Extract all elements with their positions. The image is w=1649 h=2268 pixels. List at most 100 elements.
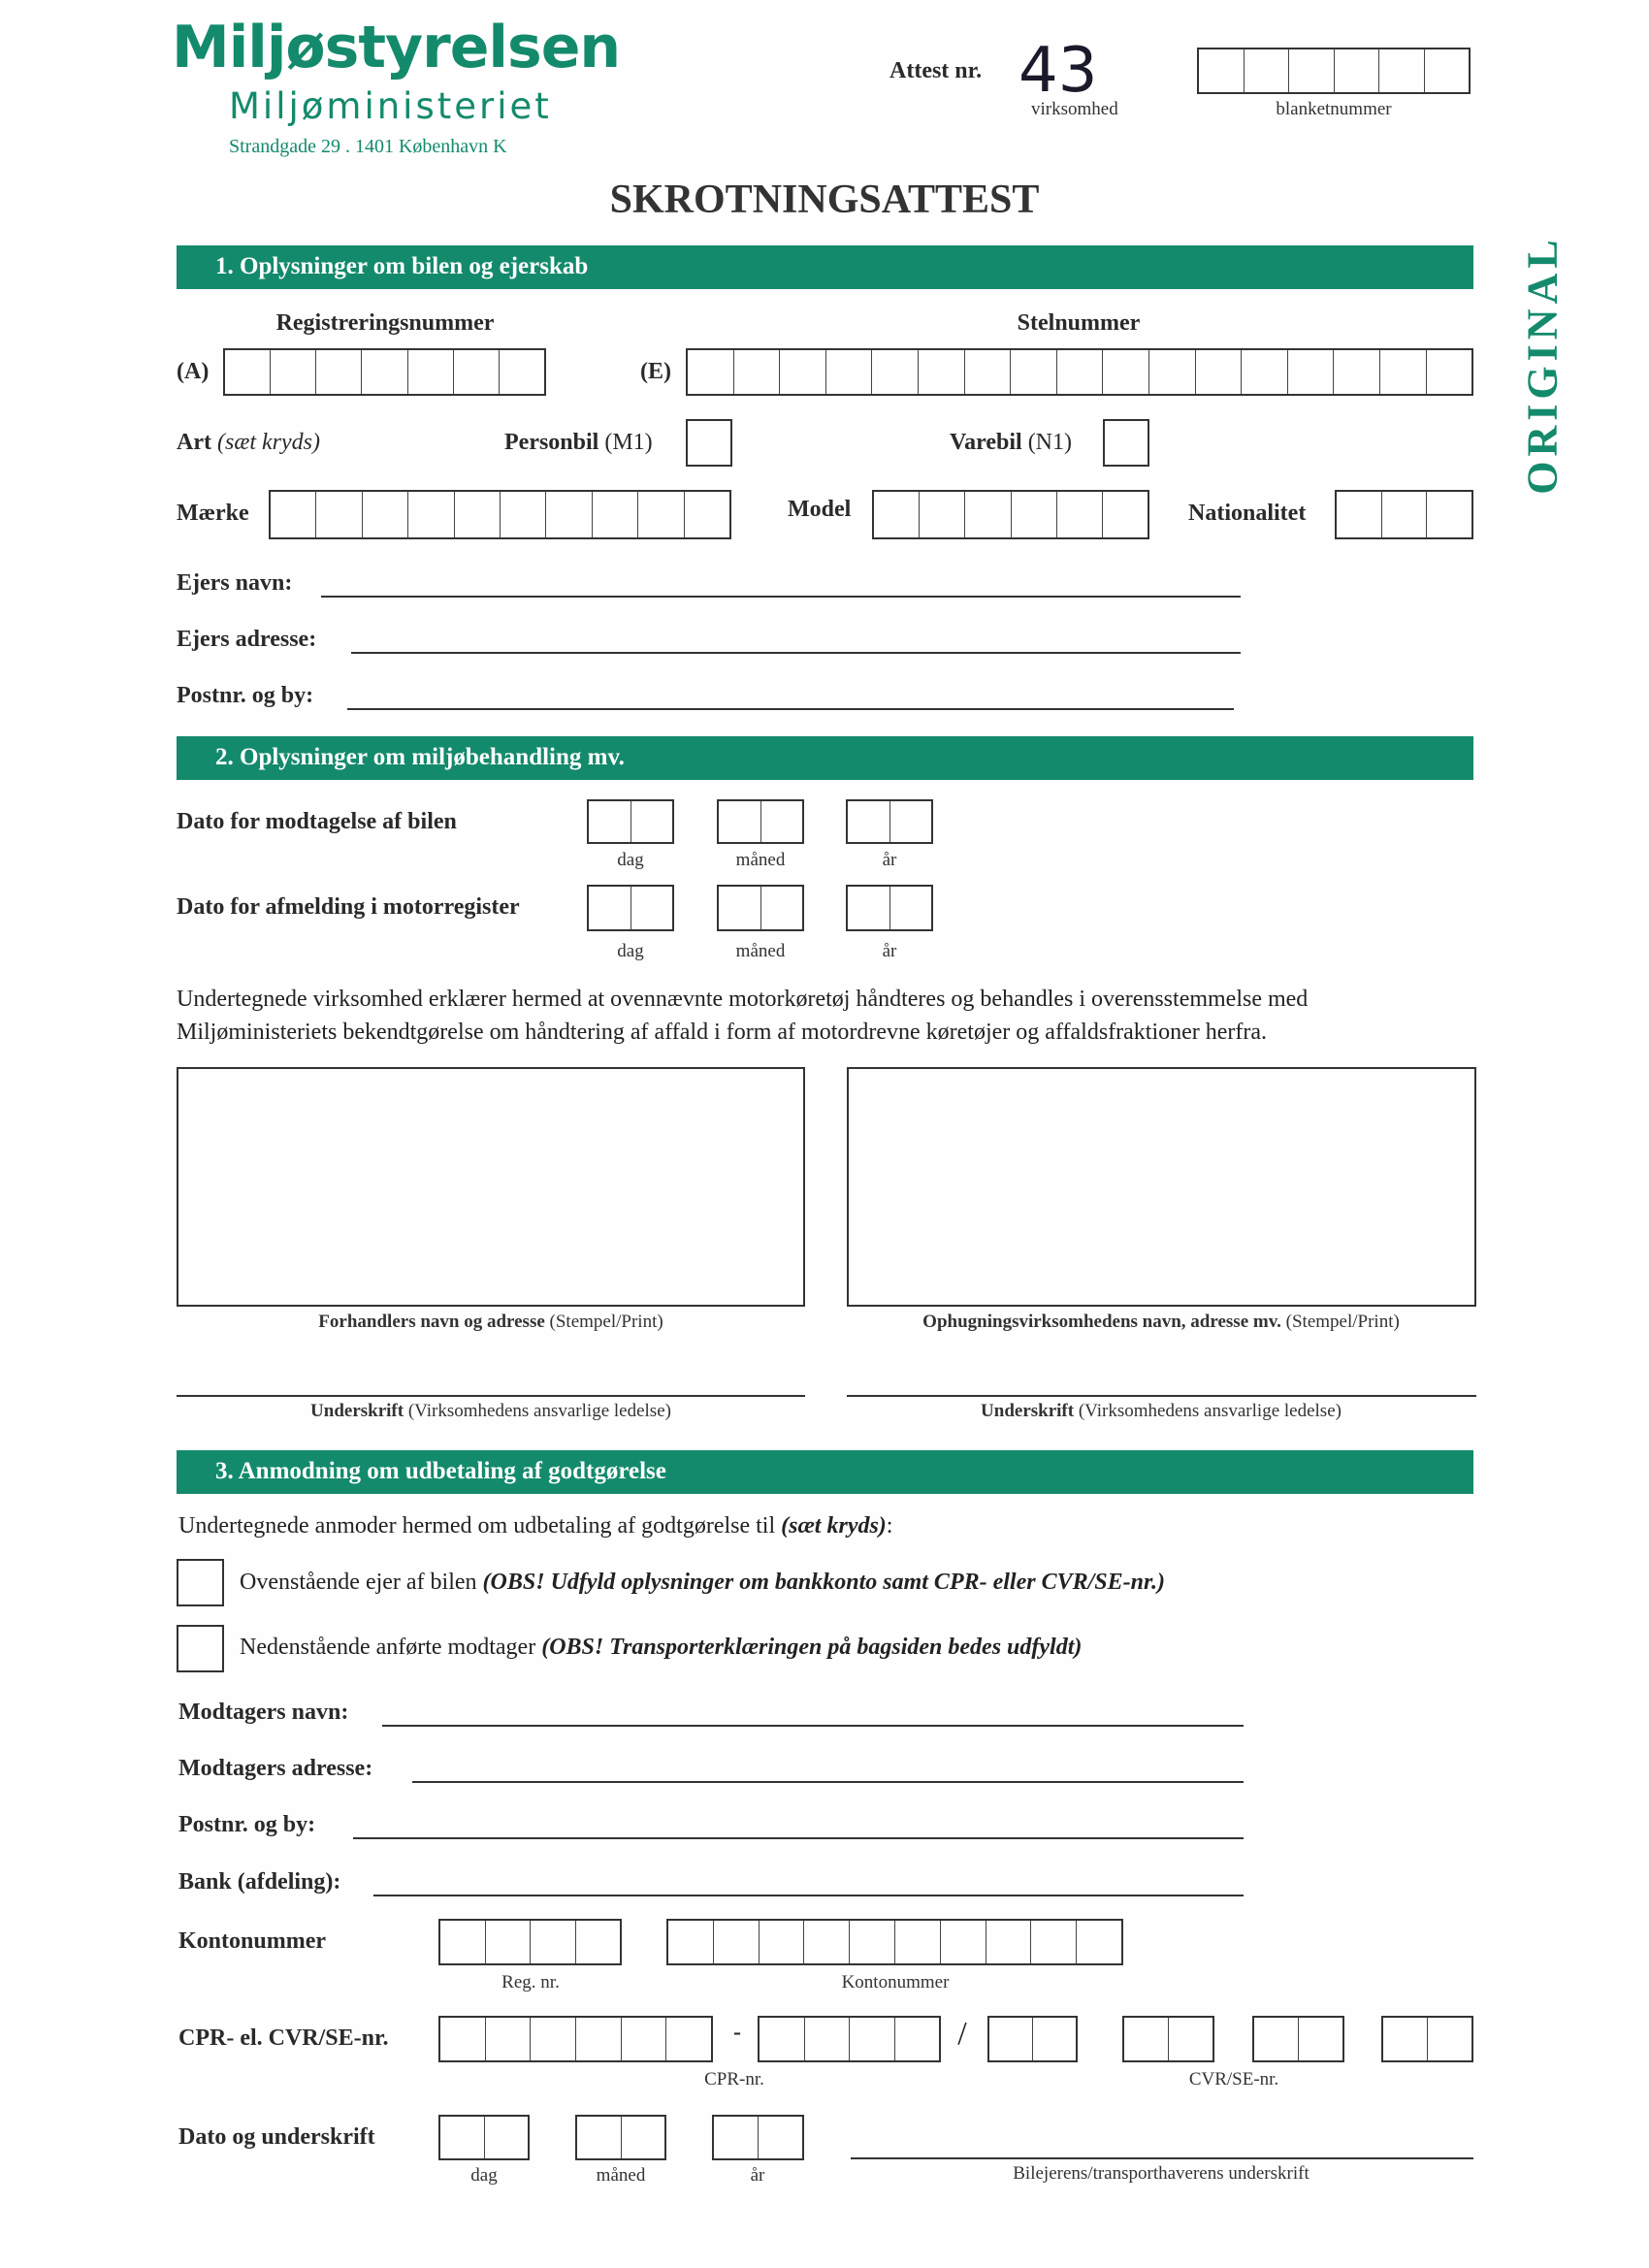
char-cell[interactable] [440,2018,486,2060]
char-cell[interactable] [1196,350,1243,394]
ejers-navn-field[interactable] [321,596,1241,598]
char-cell[interactable] [408,350,454,394]
modtagelse-maaned-boxes[interactable] [717,799,804,844]
char-cell[interactable] [1254,2018,1299,2060]
char-cell[interactable] [1245,49,1289,92]
char-cell[interactable] [1011,350,1057,394]
cpr-first-boxes[interactable] [438,2016,713,2062]
char-cell[interactable] [1033,2018,1076,2060]
char-cell[interactable] [486,1921,531,1963]
char-cell[interactable] [965,350,1012,394]
char-cell[interactable] [1149,350,1196,394]
char-cell[interactable] [850,2018,895,2060]
char-cell[interactable] [501,492,547,537]
char-cell[interactable] [1337,492,1382,537]
owner-payee-checkbox[interactable] [177,1559,224,1606]
char-cell[interactable] [1380,350,1427,394]
char-cell[interactable] [965,492,1012,537]
char-cell[interactable] [872,350,919,394]
modtagelse-aar-boxes[interactable] [846,799,933,844]
kontonummer-boxes[interactable] [666,1919,1123,1965]
afmelding-maaned-boxes[interactable] [717,885,804,931]
modtager-adresse-field[interactable] [412,1781,1244,1783]
sign-aar-boxes[interactable] [712,2115,804,2160]
char-cell[interactable] [589,801,631,842]
char-cell[interactable] [1379,49,1425,92]
ejers-postnr-field[interactable] [347,708,1234,710]
char-cell[interactable] [546,492,593,537]
char-cell[interactable] [1057,492,1103,537]
char-cell[interactable] [271,492,317,537]
char-cell[interactable] [593,492,639,537]
char-cell[interactable] [1382,492,1428,537]
char-cell[interactable] [989,2018,1033,2060]
char-cell[interactable] [890,801,932,842]
char-cell[interactable] [589,887,631,929]
char-cell[interactable] [688,350,734,394]
char-cell[interactable] [1334,350,1380,394]
char-cell[interactable] [986,1921,1032,1963]
char-cell[interactable] [225,350,272,394]
char-cell[interactable] [576,2018,622,2060]
char-cell[interactable] [631,801,673,842]
scrapper-stamp-box[interactable] [847,1067,1476,1307]
cvr-boxes-1[interactable] [987,2016,1078,2062]
char-cell[interactable] [1031,1921,1078,1963]
char-cell[interactable] [1288,350,1335,394]
char-cell[interactable] [363,492,409,537]
modtager-navn-field[interactable] [382,1725,1244,1727]
other-payee-checkbox[interactable] [177,1625,224,1672]
char-cell[interactable] [531,1921,576,1963]
char-cell[interactable] [760,2018,805,2060]
scrapper-signature-line[interactable] [847,1395,1476,1397]
char-cell[interactable] [780,350,826,394]
char-cell[interactable] [576,1921,621,1963]
char-cell[interactable] [622,2117,665,2158]
varebil-checkbox[interactable] [1103,419,1149,467]
chassis-number-boxes[interactable] [686,348,1473,396]
char-cell[interactable] [805,2018,850,2060]
char-cell[interactable] [1425,49,1470,92]
char-cell[interactable] [734,350,781,394]
char-cell[interactable] [668,1921,714,1963]
char-cell[interactable] [1427,350,1472,394]
cvr-boxes-4[interactable] [1381,2016,1473,2062]
char-cell[interactable] [485,2117,529,2158]
char-cell[interactable] [874,492,921,537]
char-cell[interactable] [362,350,408,394]
char-cell[interactable] [666,2018,711,2060]
sign-maaned-boxes[interactable] [575,2115,666,2160]
char-cell[interactable] [1103,350,1149,394]
char-cell[interactable] [1103,492,1148,537]
char-cell[interactable] [759,2117,802,2158]
char-cell[interactable] [1077,1921,1121,1963]
char-cell[interactable] [919,350,965,394]
char-cell[interactable] [1299,2018,1342,2060]
char-cell[interactable] [719,801,761,842]
char-cell[interactable] [1383,2018,1428,2060]
char-cell[interactable] [1124,2018,1169,2060]
afmelding-aar-boxes[interactable] [846,885,933,931]
char-cell[interactable] [455,492,501,537]
model-boxes[interactable] [872,490,1149,539]
char-cell[interactable] [531,2018,577,2060]
char-cell[interactable] [1289,49,1335,92]
char-cell[interactable] [577,2117,622,2158]
char-cell[interactable] [440,1921,486,1963]
char-cell[interactable] [631,887,673,929]
char-cell[interactable] [1335,49,1379,92]
char-cell[interactable] [454,350,500,394]
char-cell[interactable] [826,350,873,394]
char-cell[interactable] [500,350,544,394]
char-cell[interactable] [1012,492,1057,537]
ejers-adresse-field[interactable] [351,652,1241,654]
cpr-last-boxes[interactable] [758,2016,941,2062]
dealer-signature-line[interactable] [177,1395,805,1397]
char-cell[interactable] [848,801,890,842]
afmelding-dag-boxes[interactable] [587,885,674,931]
char-cell[interactable] [890,887,932,929]
char-cell[interactable] [685,492,729,537]
nationalitet-boxes[interactable] [1335,490,1473,539]
dealer-stamp-box[interactable] [177,1067,805,1307]
modtager-postnr-field[interactable] [353,1837,1244,1839]
